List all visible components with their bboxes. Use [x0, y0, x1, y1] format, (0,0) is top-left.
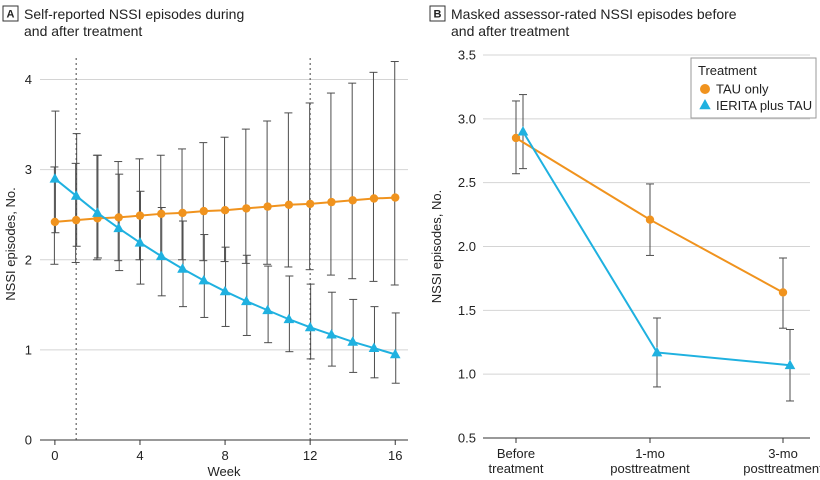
legend-marker-tau [700, 84, 710, 94]
legend-marker-ierita [699, 99, 711, 110]
panel-b-point-tau [778, 288, 788, 297]
panel-a-point-ierita [155, 250, 167, 261]
panel-a-point-tau [157, 209, 166, 219]
panel-a-x-tick-label: 4 [136, 448, 143, 463]
panel-a-point-ierita [389, 348, 401, 359]
panel-a-point-tau [199, 206, 208, 216]
panel-a-point-ierita [113, 222, 125, 233]
panel-a-point-ierita [198, 274, 210, 285]
panel-a-y-tick-label: 1 [25, 342, 32, 357]
panel-a-point-ierita [70, 190, 82, 200]
panel-a-point-ierita [304, 321, 316, 332]
panel-a-point-ierita [134, 237, 146, 247]
panel-a-point-tau [50, 217, 60, 227]
panel-a-x-tick-label: 12 [303, 448, 317, 463]
panel-a-point-tau [284, 200, 294, 209]
panel-a-x-tick-label: 8 [221, 448, 228, 463]
panel-a-point-tau [178, 208, 187, 218]
panel-a-point-ierita [241, 295, 252, 306]
panel-a-point-ierita [219, 285, 231, 296]
panel-a-letter: A [7, 9, 15, 21]
panel-a-point-tau [135, 211, 145, 220]
legend-box [690, 57, 817, 119]
panel-b-y-tick-label: 3.5 [458, 48, 476, 63]
panel-a-point-ierita [283, 313, 295, 324]
panel-a-point-tau [327, 197, 336, 207]
panel-a-point-tau [391, 193, 400, 202]
panel-b-header: B Masked assessor-rated NSSI episodes be… [429, 5, 737, 39]
panel-b-y-axis-label: NSSI episodes, No. [429, 190, 444, 303]
legend-entry-ierita: IERITA plus TAU [716, 98, 812, 113]
panel-b-point-ierita [517, 126, 529, 136]
panel-a-x-tick-label: 16 [388, 448, 402, 463]
panel-a-point-tau [220, 206, 230, 215]
panel-a-point-tau [242, 204, 251, 213]
panel-a-point-ierita [92, 207, 103, 217]
panel-a-x-tick-label: 0 [51, 448, 58, 463]
panel-b-point-ierita [651, 346, 663, 357]
panel-b-letter-box [429, 5, 446, 22]
panel-a-letter-box [2, 5, 19, 22]
panel-b-point-ierita [784, 359, 796, 370]
panel-b-x-tick-label: treatment [489, 461, 544, 476]
panel-b-point-tau [645, 215, 655, 224]
panel-b-x-tick-label: posttreatment [610, 461, 690, 476]
panel-b-letter: B [434, 9, 442, 21]
panel-a-y-tick-label: 0 [25, 433, 32, 448]
panel-a-y-tick-label: 2 [25, 252, 32, 267]
panel-a-x-axis-label: Week [208, 464, 241, 479]
panel-a-title-line-2: and after treatment [24, 23, 142, 39]
panel-a-point-tau [114, 213, 123, 222]
panel-a-point-ierita [177, 263, 188, 273]
panel-a-point-tau [348, 196, 357, 205]
legend-entry-tau: TAU only [716, 82, 769, 97]
panel-a-header: A Self-reported NSSI episodes during and… [2, 5, 244, 39]
panel-a-y-tick-label: 3 [25, 162, 32, 177]
panel-b-y-tick-label: 2.0 [458, 239, 476, 254]
panel-a-point-tau [263, 202, 272, 211]
panel-a-point-tau [369, 194, 379, 203]
panel-b-x-tick-label: 1-mo [635, 446, 665, 461]
panel-a-y-tick-label: 4 [25, 72, 32, 87]
panel-b-x-tick-label: 3-mo [768, 446, 798, 461]
panel-a-point-ierita [49, 173, 61, 183]
panel-a-point-ierita [347, 336, 359, 346]
panel-a-title-line-1: Self-reported NSSI episodes during [24, 6, 244, 22]
panel-b-x-tick-label: posttreatment [743, 461, 820, 476]
panel-b-x-tick-label: Before [497, 446, 535, 461]
panel-b-point-tau [511, 133, 521, 143]
panel-a-point-ierita [326, 328, 337, 339]
panel-b-y-tick-label: 0.5 [458, 431, 476, 446]
panel-a-point-ierita [262, 304, 273, 315]
panel-a-point-tau [305, 199, 315, 209]
panel-b-y-tick-label: 2.5 [458, 175, 476, 190]
panel-b-y-tick-label: 1.0 [458, 367, 476, 382]
panel-b-title-line-1: Masked assessor-rated NSSI episodes befo… [451, 6, 737, 22]
panel-b-y-tick-label: 1.5 [458, 303, 476, 318]
panel-a-point-ierita [368, 342, 380, 353]
panel-b-y-tick-label: 3.0 [458, 111, 476, 126]
panel-b-title-line-2: and after treatment [451, 23, 569, 39]
panel-a-y-axis-label: NSSI episodes, No. [3, 187, 18, 300]
legend-title: Treatment [698, 63, 757, 78]
panel-a-point-tau [71, 215, 81, 225]
